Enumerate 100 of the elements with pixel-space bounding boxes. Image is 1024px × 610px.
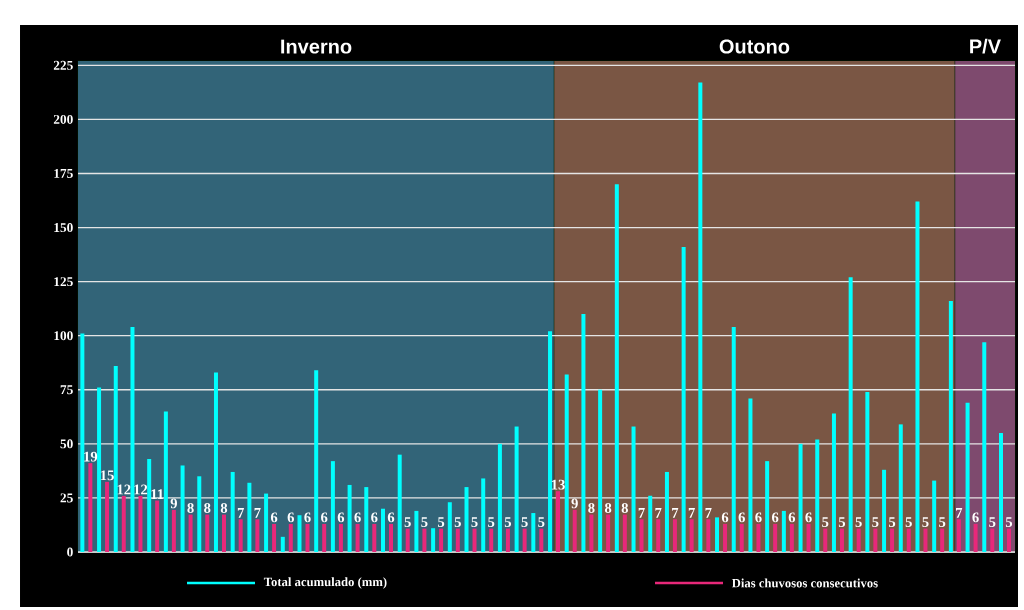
- bar: [247, 482, 252, 552]
- bar: [347, 484, 352, 552]
- bar: [205, 514, 210, 552]
- bar: [882, 469, 887, 552]
- text: Inverno: [281, 39, 352, 54]
- data-label: 5: [521, 517, 528, 528]
- data-label: 5: [421, 517, 428, 528]
- bar: [355, 523, 360, 552]
- bar: [890, 528, 895, 552]
- bar: [505, 528, 510, 552]
- bar: [238, 519, 243, 552]
- bar: [305, 523, 310, 552]
- series-label: Total acumulado (mm): [263, 577, 387, 589]
- data-label: 19: [84, 451, 98, 462]
- bar: [447, 502, 452, 552]
- data-label: 5: [488, 517, 495, 528]
- y-tick-label: 75: [60, 385, 73, 395]
- data-label: 6: [721, 512, 729, 523]
- data-label: 5: [888, 517, 896, 528]
- bar: [932, 480, 937, 552]
- data-label: 5: [822, 517, 829, 528]
- data-label: 6: [771, 512, 779, 523]
- data-label: 7: [956, 508, 963, 518]
- bar: [756, 523, 761, 552]
- data-label: 7: [705, 508, 712, 518]
- bar: [748, 398, 753, 552]
- data-label: 8: [187, 503, 194, 513]
- bar: [798, 443, 803, 552]
- bar: [397, 454, 402, 552]
- y-tick-label: 25: [60, 493, 73, 503]
- bar: [314, 370, 319, 552]
- bar: [598, 389, 603, 552]
- bar: [656, 519, 661, 552]
- bar: [163, 411, 168, 552]
- bar: [389, 523, 393, 552]
- bar: [773, 523, 778, 552]
- bar: [230, 471, 235, 552]
- bar: [414, 510, 419, 552]
- bar: [915, 201, 920, 552]
- bar: [481, 478, 486, 552]
- bar: [639, 519, 644, 552]
- bar: [514, 426, 519, 552]
- bar: [548, 331, 553, 552]
- bar: [839, 528, 844, 552]
- bar: [873, 528, 878, 552]
- data-label: 6: [321, 512, 328, 523]
- y-tick-label: 100: [54, 331, 73, 341]
- bar: [614, 184, 619, 552]
- bar: [431, 528, 436, 552]
- data-label: 6: [738, 512, 745, 523]
- data-label: 6: [755, 512, 762, 523]
- bar: [531, 513, 536, 552]
- bar: [631, 426, 636, 552]
- bar: [497, 443, 502, 552]
- bar: [898, 424, 903, 552]
- bar: [689, 519, 694, 552]
- bar: [272, 523, 277, 552]
- bar: [648, 495, 653, 552]
- data-label: 5: [454, 517, 461, 528]
- bar: [923, 528, 928, 552]
- data-label: 6: [337, 512, 345, 523]
- bar: [739, 523, 744, 552]
- bar: [815, 439, 820, 552]
- bar: [581, 314, 586, 552]
- bar: [606, 514, 611, 552]
- y-tick-label: 125: [54, 277, 73, 287]
- data-label: 9: [170, 498, 177, 509]
- bar: [322, 523, 327, 552]
- bar: [789, 523, 794, 552]
- bar: [464, 487, 469, 552]
- bar: [372, 523, 377, 552]
- data-label: 6: [304, 512, 311, 523]
- data-label: 7: [237, 508, 244, 518]
- bar: [823, 528, 828, 552]
- bar: [781, 510, 786, 552]
- y-tick-label: 150: [54, 223, 73, 233]
- bar: [564, 374, 569, 552]
- bar: [556, 491, 561, 552]
- data-label: 5: [504, 517, 512, 528]
- bar: [405, 528, 410, 552]
- bar: [672, 519, 677, 552]
- data-label: 7: [254, 508, 261, 518]
- bar: [138, 495, 143, 552]
- data-label: 5: [438, 517, 445, 528]
- bar: [848, 277, 853, 552]
- data-label: 8: [588, 503, 595, 513]
- bar: [121, 495, 126, 552]
- data-label: 6: [287, 512, 295, 523]
- bar: [381, 508, 385, 552]
- bar: [255, 519, 260, 552]
- text: Outono: [719, 39, 790, 54]
- bar: [455, 528, 460, 552]
- bar: [731, 327, 736, 552]
- y-tick-label: 0: [67, 547, 73, 557]
- bar: [188, 514, 193, 552]
- bar: [439, 528, 444, 552]
- data-label: 8: [204, 503, 211, 513]
- data-label: 8: [604, 503, 612, 513]
- data-label: 11: [151, 489, 164, 499]
- bar: [906, 528, 911, 552]
